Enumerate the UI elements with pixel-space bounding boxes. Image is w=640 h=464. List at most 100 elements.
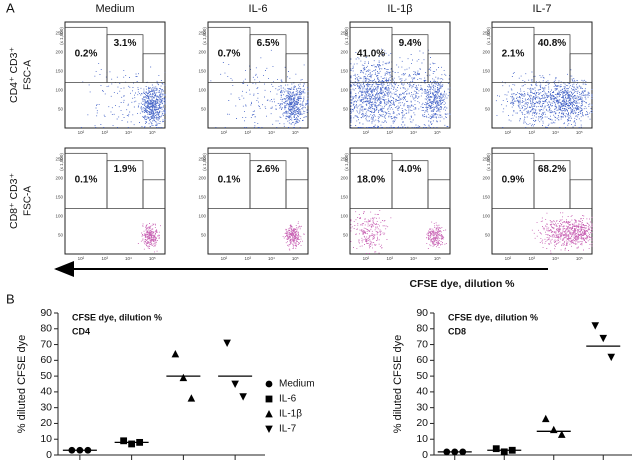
x-tick-label: 10³ (101, 256, 108, 261)
y-axis-label: FSC-A (23, 186, 34, 216)
y-tick-label: 60 (416, 354, 428, 366)
y-tick-label: 150 (340, 194, 348, 199)
y-tick-label: 10 (416, 433, 428, 445)
data-point (591, 322, 600, 330)
x-tick-label: 10² (363, 256, 370, 261)
arrow-label: CFSE dye, dilution % (409, 278, 515, 290)
event-dots (210, 49, 309, 128)
chart-subtitle: CD8 (448, 326, 466, 336)
event-dots (137, 223, 161, 253)
data-point (492, 445, 500, 453)
y-tick-label: 50 (343, 232, 349, 237)
y-tick-label: 250 (482, 157, 490, 162)
y-tick-label: 50 (58, 106, 64, 111)
y-tick-label: 150 (55, 68, 63, 73)
x-tick-label: 10⁴ (268, 256, 275, 261)
data-point (541, 414, 550, 423)
chart-title: CFSE dye, dilution % (448, 312, 538, 322)
x-tick-label: 10⁴ (410, 130, 417, 135)
y-tick-label: 10 (40, 433, 52, 445)
y-tick-label: 50 (343, 106, 349, 111)
event-dots (282, 221, 305, 251)
y-tick-label: 150 (198, 68, 206, 73)
column-title: Medium (95, 3, 134, 15)
y-tick-label: 40 (416, 386, 428, 398)
y-unit-label: (x 1,000) (59, 27, 64, 45)
data-point (549, 425, 558, 434)
column-title: IL-6 (249, 3, 268, 15)
y-tick-label: 250 (55, 157, 63, 162)
x-tick-label: 10³ (244, 130, 251, 135)
y-tick-label: 100 (482, 213, 490, 218)
x-tick-label: 10³ (101, 130, 108, 135)
data-point (120, 437, 128, 445)
y-tick-label: 80 (40, 323, 52, 335)
y-tick-label: 150 (340, 68, 348, 73)
y-axis-label: % diluted CFSE dye (16, 335, 28, 433)
y-tick-label: 100 (340, 87, 348, 92)
x-tick-label: 10³ (386, 256, 393, 261)
y-tick-label: 200 (198, 175, 206, 180)
column-title: IL-1β (387, 3, 412, 15)
gate-percent: 2.1% (502, 48, 525, 59)
chart-subtitle: CD4 (72, 326, 90, 336)
data-point (223, 339, 231, 347)
event-dots (274, 78, 309, 128)
gate (142, 53, 166, 83)
y-unit-label: (x 1,000) (486, 27, 491, 45)
x-tick-label: 10² (78, 130, 85, 135)
legend-marker (265, 380, 273, 388)
y-tick-label: 0 (422, 449, 428, 461)
y-tick-label: 200 (198, 49, 206, 54)
y-tick-label: 100 (198, 213, 206, 218)
x-tick-label: 10² (363, 130, 370, 135)
y-tick-label: 250 (198, 157, 206, 162)
y-tick-label: 50 (201, 232, 207, 237)
y-tick-label: 250 (482, 31, 490, 36)
data-point (179, 373, 188, 382)
y-tick-label: 60 (40, 354, 52, 366)
row-label: CD8⁺ CD3⁺ (8, 173, 20, 229)
y-tick-label: 100 (340, 213, 348, 218)
y-tick-label: 90 (40, 307, 52, 319)
gate-percent: 18.0% (357, 174, 385, 185)
legend-marker (265, 395, 273, 403)
x-tick-label: 10⁵ (292, 256, 299, 261)
gate-percent: 41.0% (357, 48, 385, 59)
y-tick-label: 30 (40, 401, 52, 413)
x-tick-label: 10² (505, 256, 512, 261)
gate-percent: 4.0% (399, 164, 422, 175)
y-tick-label: 70 (416, 338, 428, 350)
x-tick-label: 10³ (528, 130, 535, 135)
y-unit-label: (x 1,000) (344, 153, 349, 171)
y-tick-label: 70 (40, 338, 52, 350)
y-tick-label: 0 (46, 449, 52, 461)
gate (285, 179, 309, 209)
gate-percent: 0.1% (218, 174, 241, 185)
x-tick-label: 10⁵ (576, 256, 583, 261)
x-tick-label: 10⁵ (434, 256, 441, 261)
data-point (187, 394, 196, 402)
y-unit-label: (x 1,000) (486, 153, 491, 171)
y-tick-label: 50 (201, 106, 207, 111)
x-tick-label: 10⁴ (410, 256, 417, 261)
data-point (557, 430, 566, 438)
y-tick-label: 150 (482, 194, 490, 199)
y-tick-label: 150 (55, 194, 63, 199)
y-tick-label: 100 (482, 87, 490, 92)
y-tick-label: 100 (198, 87, 206, 92)
gate-percent: 0.2% (75, 48, 98, 59)
x-tick-label: 10⁴ (552, 130, 559, 135)
chart-title: CFSE dye, dilution % (72, 312, 162, 322)
y-unit-label: (x 1,000) (202, 153, 207, 171)
event-dots (350, 209, 392, 254)
y-unit-label: (x 1,000) (59, 153, 64, 171)
x-tick-label: 10⁴ (125, 130, 132, 135)
gate (427, 53, 451, 83)
gate (427, 179, 451, 209)
x-tick-label: 10⁵ (149, 130, 156, 135)
panel-label: B (6, 291, 15, 306)
y-tick-label: 150 (482, 68, 490, 73)
gate (142, 179, 166, 209)
